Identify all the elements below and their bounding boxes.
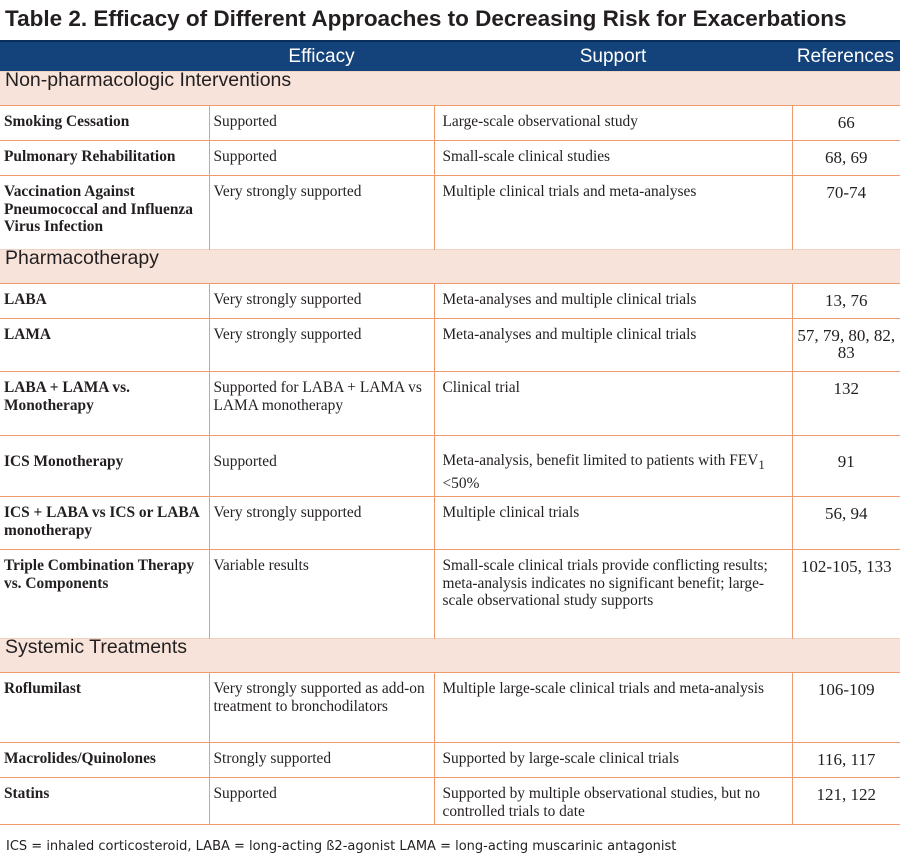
row-references: 70-74 [791, 175, 900, 250]
row-efficacy: Supported [208, 140, 434, 176]
row-efficacy: Supported [208, 434, 434, 497]
section-header: Systemic Treatments [0, 637, 900, 673]
row-label: LABA + LAMA vs. Monotherapy [0, 371, 209, 436]
row-label: Vaccination Against Pneumococcal and Inf… [0, 175, 209, 250]
row-references: 102-105, 133 [791, 549, 900, 639]
row-support: Supported by multiple observational stud… [433, 777, 792, 826]
table-row: ICS Monotherapy Supported Meta-analysis,… [0, 434, 900, 497]
row-references: 91 [791, 434, 900, 497]
table-row: LAMA Very strongly supported Meta-analys… [0, 318, 900, 372]
row-references: 132 [791, 371, 900, 436]
row-support: Small-scale clinical studies [433, 140, 792, 176]
section-title: Non-pharmacologic Interventions [0, 70, 900, 106]
row-label: LABA [0, 283, 209, 319]
col-header-support: Support [434, 40, 792, 72]
row-support: Clinical trial [433, 371, 792, 436]
row-references: 57, 79, 80, 82, 83 [791, 318, 900, 372]
table-row: Macrolides/Quinolones Strongly supported… [0, 742, 900, 778]
col-header-references: References [792, 40, 900, 72]
row-efficacy: Supported for LABA + LAMA vs LAMA monoth… [208, 371, 434, 436]
section-header: Non-pharmacologic Interventions [0, 70, 900, 106]
row-efficacy: Very strongly supported [208, 175, 434, 250]
row-efficacy: Variable results [208, 549, 434, 639]
footnote: ICS = inhaled corticosteroid, LABA = lon… [6, 839, 677, 854]
row-support: Small-scale clinical trials provide conf… [433, 549, 792, 639]
row-label: Pulmonary Rehabilitation [0, 140, 209, 176]
table-title: Table 2. Efficacy of Different Approache… [5, 6, 847, 31]
row-label: Macrolides/Quinolones [0, 742, 209, 778]
section-title: Pharmacotherapy [0, 248, 900, 284]
row-references: 66 [791, 105, 900, 141]
row-efficacy: Very strongly supported [208, 283, 434, 319]
header-row: Efficacy Support References [0, 40, 900, 72]
row-efficacy: Supported [208, 777, 434, 826]
row-references: 13, 76 [791, 283, 900, 319]
table-row: LABA + LAMA vs. Monotherapy Supported fo… [0, 371, 900, 436]
table-row: Triple Combination Therapy vs. Component… [0, 549, 900, 639]
table-row: Pulmonary Rehabilitation Supported Small… [0, 140, 900, 176]
table-row: ICS + LABA vs ICS or LABA monotherapy Ve… [0, 496, 900, 550]
table-row: Statins Supported Supported by multiple … [0, 777, 900, 826]
row-support: Multiple clinical trials [433, 496, 792, 550]
support-subscript: 1 [758, 458, 765, 473]
row-efficacy: Very strongly supported [208, 496, 434, 550]
row-label: Statins [0, 777, 209, 826]
table-row: LABA Very strongly supported Meta-analys… [0, 283, 900, 319]
row-label: ICS Monotherapy [0, 434, 209, 497]
row-efficacy: Supported [208, 105, 434, 141]
row-label: Triple Combination Therapy vs. Component… [0, 549, 209, 639]
row-support: Meta-analyses and multiple clinical tria… [433, 318, 792, 372]
table-row: Vaccination Against Pneumococcal and Inf… [0, 175, 900, 250]
row-support: Supported by large-scale clinical trials [433, 742, 792, 778]
row-support: Meta-analysis, benefit limited to patien… [433, 434, 792, 497]
row-label: ICS + LABA vs ICS or LABA monotherapy [0, 496, 209, 550]
row-references: 56, 94 [791, 496, 900, 550]
row-support: Multiple large-scale clinical trials and… [433, 672, 792, 743]
row-references: 121, 122 [791, 777, 900, 826]
row-efficacy: Very strongly supported [208, 318, 434, 372]
row-label: Roflumilast [0, 672, 209, 743]
row-references: 68, 69 [791, 140, 900, 176]
section-header: Pharmacotherapy [0, 248, 900, 284]
row-support: Large-scale observational study [433, 105, 792, 141]
table-row: Smoking Cessation Supported Large-scale … [0, 105, 900, 141]
col-header-label [0, 40, 209, 72]
row-efficacy: Strongly supported [208, 742, 434, 778]
row-label: LAMA [0, 318, 209, 372]
section-title: Systemic Treatments [0, 637, 900, 673]
row-efficacy: Very strongly supported as add-on treatm… [208, 672, 434, 743]
row-support: Multiple clinical trials and meta-analys… [433, 175, 792, 250]
row-references: 106-109 [791, 672, 900, 743]
row-support: Meta-analyses and multiple clinical tria… [433, 283, 792, 319]
support-text-end: <50% [442, 474, 480, 492]
support-text: Meta-analysis, benefit limited to patien… [442, 452, 759, 469]
row-label: Smoking Cessation [0, 105, 209, 141]
row-references: 116, 117 [791, 742, 900, 778]
efficacy-table: Efficacy Support References Non-pharmaco… [0, 40, 900, 826]
table-row: Roflumilast Very strongly supported as a… [0, 672, 900, 743]
col-header-efficacy: Efficacy [209, 40, 434, 72]
